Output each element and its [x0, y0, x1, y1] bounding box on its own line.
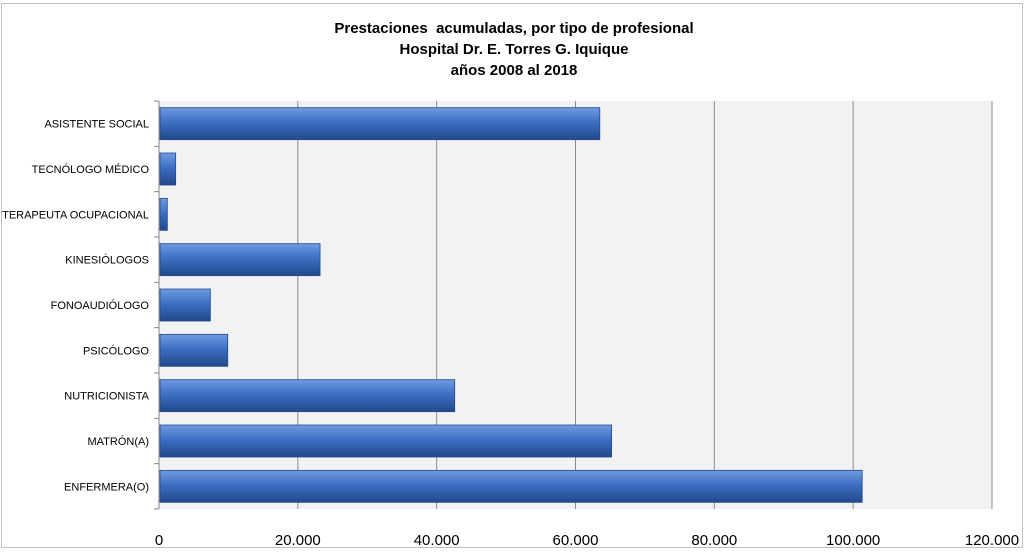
chart-title-line-2: Hospital Dr. E. Torres G. Iquique: [399, 41, 629, 58]
category-label: TECNÓLOGO MÉDICO: [32, 163, 150, 176]
bar: [159, 424, 612, 458]
category-label: ENFERMERA(O): [64, 481, 149, 493]
bar: [159, 469, 863, 503]
category-label: FONOAUDIÓLOGO: [51, 299, 150, 312]
bar: [159, 152, 177, 186]
x-tick-label: 20.000: [275, 532, 321, 549]
x-tick-label: 40.000: [414, 532, 460, 549]
bar: [159, 379, 456, 413]
bar: [159, 288, 211, 322]
category-label: ASISTENTE SOCIAL: [44, 119, 149, 131]
x-tick-label: 100.000: [826, 532, 880, 549]
category-label: NUTRICIONISTA: [64, 391, 149, 403]
x-tick-label: 80.000: [691, 532, 737, 549]
category-label: TERAPEUTA OCUPACIONAL: [2, 209, 149, 221]
category-label: KINESIÓLOGOS: [65, 254, 149, 267]
category-label: MATRÓN(A): [87, 435, 149, 448]
x-tick-label: 120.000: [965, 532, 1019, 549]
bar: [159, 197, 168, 231]
bar: [159, 107, 601, 141]
chart-title-line-3: años 2008 al 2018: [450, 62, 578, 79]
bar: [159, 243, 321, 277]
x-tick-label: 60.000: [553, 532, 599, 549]
bar: [159, 333, 229, 367]
chart-title-line-1: Prestaciones acumuladas, por tipo de pro…: [334, 20, 694, 37]
category-label: PSICÓLOGO: [83, 344, 149, 357]
x-tick-label: 0: [155, 532, 163, 549]
chart-frame: [1, 3, 1023, 548]
